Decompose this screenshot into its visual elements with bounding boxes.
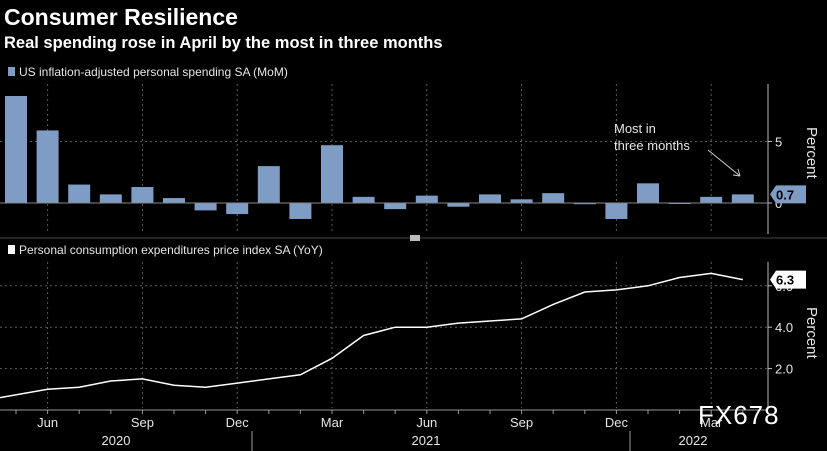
last-value-label: 6.3 xyxy=(776,273,794,288)
legend-bars: US inflation-adjusted personal spending … xyxy=(19,65,288,79)
y-tick-label: 0 xyxy=(775,196,782,211)
chart-subtitle: Real spending rose in April by the most … xyxy=(4,34,443,52)
x-tick-label: Mar xyxy=(700,415,723,430)
annotation-text: Most in xyxy=(614,121,656,136)
legend-swatch-bars xyxy=(8,67,15,76)
panel-resize-handle xyxy=(410,235,420,241)
last-value-label: 0.7 xyxy=(776,187,794,202)
bar xyxy=(447,203,470,207)
bar xyxy=(605,203,628,219)
bar xyxy=(36,130,59,203)
bar xyxy=(321,145,343,203)
x-tick-label: Sep xyxy=(131,415,154,430)
bar xyxy=(479,194,501,203)
y-tick-label: 2.0 xyxy=(775,362,793,377)
y-axis-title: Percent xyxy=(803,127,820,180)
x-tick-label: Sep xyxy=(510,415,533,430)
bar xyxy=(68,184,91,203)
bar xyxy=(289,203,312,219)
watermark: FX678 xyxy=(698,400,780,430)
legend-swatch-line xyxy=(8,245,15,254)
last-value-flag xyxy=(770,185,806,204)
bar xyxy=(573,203,596,205)
bar xyxy=(415,195,438,203)
bar xyxy=(99,194,122,203)
chart-title: Consumer Resilience xyxy=(4,4,238,30)
bar xyxy=(194,203,217,211)
x-tick-label: Dec xyxy=(226,415,250,430)
bar xyxy=(384,203,407,210)
bar xyxy=(352,196,375,203)
x-tick-label: Mar xyxy=(321,415,344,430)
y-tick-label: 4.0 xyxy=(775,320,793,335)
bar xyxy=(637,183,659,203)
y-tick-label: 5 xyxy=(775,135,782,150)
x-tick-label: Jun xyxy=(37,415,58,430)
annotation-text: three months xyxy=(614,138,690,153)
x-year-label: 2022 xyxy=(679,433,708,448)
last-value-flag xyxy=(770,270,806,289)
y-axis-title: Percent xyxy=(803,307,820,360)
series-line xyxy=(0,272,743,399)
bar xyxy=(5,95,27,203)
bar xyxy=(131,187,154,203)
annotation-arrow xyxy=(707,149,741,177)
x-year-label: 2021 xyxy=(412,433,441,448)
bar xyxy=(731,194,754,203)
x-tick-label: Dec xyxy=(605,415,629,430)
bar xyxy=(700,196,723,203)
x-year-label: 2020 xyxy=(102,433,131,448)
legend-line: Personal consumption expenditures price … xyxy=(19,243,323,257)
bar xyxy=(226,203,249,215)
x-tick-label: Jun xyxy=(416,415,437,430)
annotation-arrowhead xyxy=(732,168,741,177)
bar xyxy=(542,193,565,203)
bar xyxy=(510,199,533,203)
bar xyxy=(257,166,280,203)
bar xyxy=(163,198,185,203)
